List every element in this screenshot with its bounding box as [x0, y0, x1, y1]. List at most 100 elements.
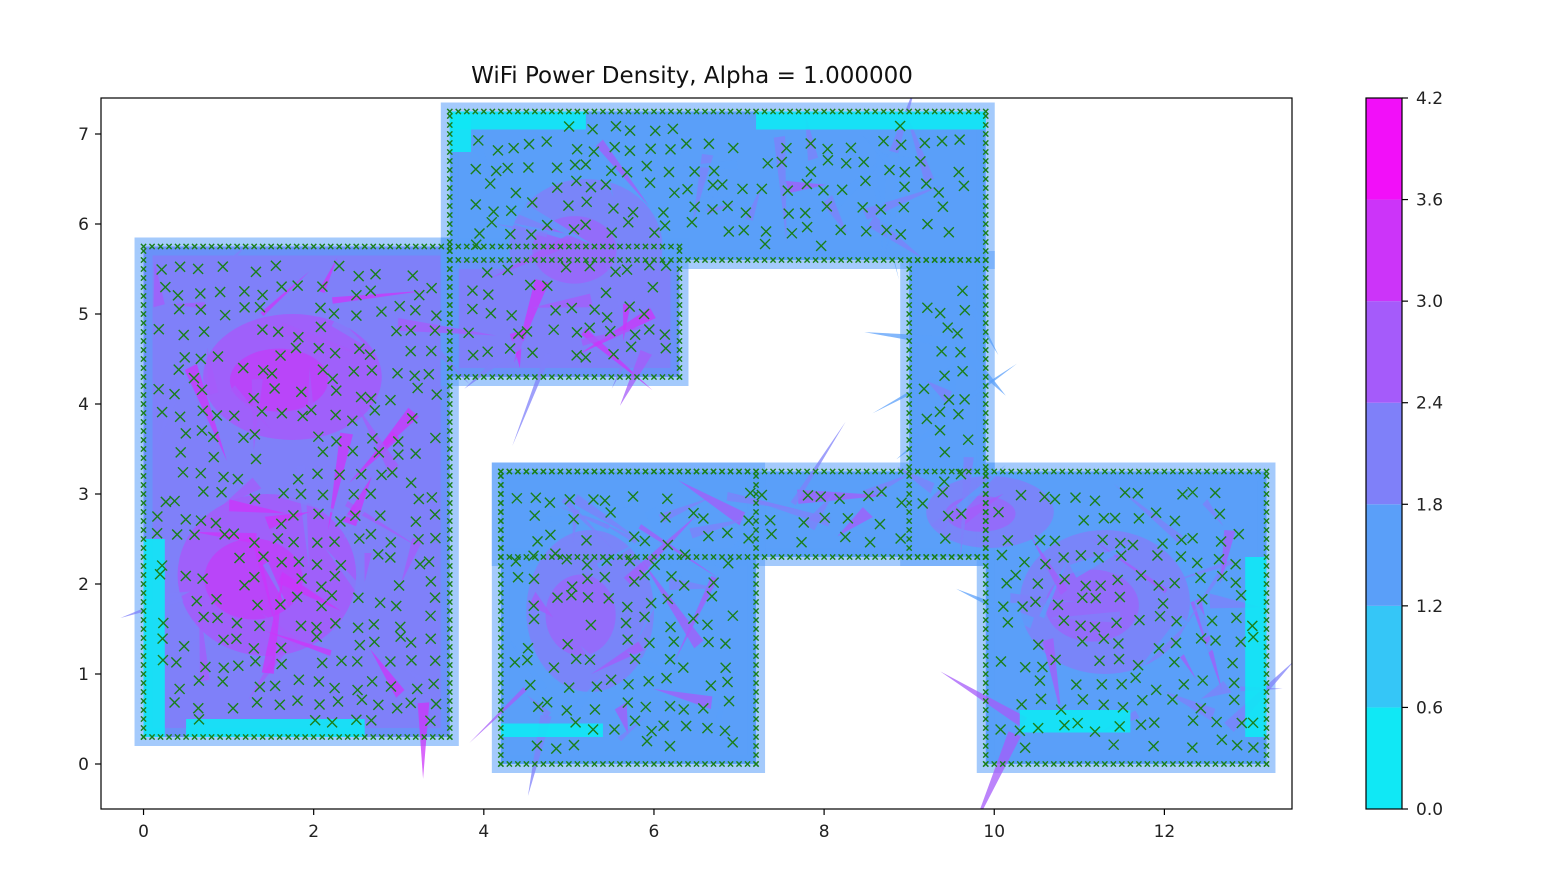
sample-marker — [937, 201, 949, 213]
sample-marker — [178, 640, 190, 652]
sample-marker — [540, 108, 547, 115]
sample-marker — [174, 733, 181, 741]
sample-marker — [906, 256, 913, 264]
sample-marker — [982, 157, 989, 165]
sample-marker — [140, 445, 147, 453]
sample-marker — [633, 108, 641, 115]
sample-marker — [706, 203, 718, 215]
sample-marker — [1229, 760, 1236, 768]
sample-marker — [291, 591, 303, 603]
sample-marker — [721, 527, 733, 539]
sample-marker — [982, 139, 989, 147]
sample-marker — [858, 156, 870, 168]
sample-marker — [897, 553, 904, 561]
sample-marker — [565, 373, 572, 381]
sample-marker — [735, 553, 743, 561]
sample-marker — [1169, 760, 1176, 768]
sample-marker — [218, 471, 230, 483]
sample-marker — [424, 715, 436, 727]
sample-marker — [140, 661, 147, 669]
sample-marker — [1032, 722, 1044, 734]
sample-marker — [580, 159, 592, 171]
sample-marker — [497, 607, 504, 615]
sample-marker — [254, 301, 266, 313]
sample-marker — [1055, 704, 1067, 716]
sample-marker — [864, 536, 876, 548]
power-streak — [596, 139, 650, 206]
sample-marker — [1014, 725, 1026, 737]
sample-marker — [1110, 468, 1117, 475]
power-streak — [581, 324, 653, 346]
sample-marker — [365, 714, 377, 726]
sample-marker — [582, 573, 593, 585]
sample-marker — [329, 536, 341, 548]
sample-marker — [982, 571, 989, 579]
sample-marker — [940, 256, 947, 264]
sample-marker — [680, 720, 692, 732]
sample-marker — [735, 108, 743, 115]
low-power-edge — [143, 539, 165, 737]
sample-marker — [497, 562, 504, 570]
sample-marker — [410, 448, 422, 460]
sample-marker — [446, 220, 453, 228]
sample-marker — [735, 256, 743, 264]
sample-marker — [1127, 539, 1139, 551]
sample-marker — [276, 733, 283, 741]
sample-marker — [599, 108, 607, 115]
sample-marker — [693, 760, 700, 768]
sample-marker — [466, 303, 478, 315]
sample-marker — [603, 592, 615, 604]
sample-marker — [140, 364, 147, 372]
sample-marker — [659, 243, 666, 250]
sample-marker — [752, 499, 760, 507]
sample-marker — [821, 468, 828, 475]
sample-marker — [995, 656, 1007, 667]
sample-marker — [1186, 742, 1198, 754]
sample-marker — [175, 446, 187, 458]
sample-marker — [918, 383, 930, 395]
sample-marker — [361, 733, 368, 741]
sample-marker — [173, 303, 185, 315]
sample-marker — [157, 654, 169, 666]
sample-marker — [982, 220, 989, 228]
sample-marker — [943, 226, 955, 238]
sample-marker — [1166, 694, 1178, 706]
sample-marker — [148, 243, 156, 250]
sample-marker — [430, 310, 442, 322]
sample-marker — [588, 146, 600, 158]
sample-marker — [335, 559, 347, 571]
sample-marker — [361, 243, 368, 250]
sample-marker — [982, 697, 989, 705]
sample-marker — [179, 351, 191, 363]
sample-marker — [1263, 616, 1270, 624]
sample-marker — [410, 516, 422, 528]
sample-marker — [425, 345, 437, 357]
sample-marker — [676, 310, 683, 318]
sample-marker — [624, 125, 636, 137]
sample-marker — [914, 108, 921, 115]
sample-marker — [982, 715, 989, 723]
sample-marker — [812, 108, 819, 115]
sample-marker — [288, 536, 300, 548]
sample-marker — [256, 324, 268, 336]
sample-marker — [999, 468, 1006, 475]
sample-marker — [676, 355, 683, 363]
sample-marker — [509, 656, 521, 668]
sample-marker — [875, 204, 887, 216]
sample-marker — [878, 135, 889, 147]
sample-marker — [565, 589, 577, 601]
sample-marker — [1203, 468, 1211, 475]
sample-marker — [365, 285, 377, 297]
sample-marker — [446, 121, 453, 129]
colorbar-level — [1366, 605, 1402, 708]
sample-marker — [390, 325, 402, 337]
sample-marker — [295, 386, 307, 398]
power-streak — [638, 262, 664, 295]
sample-marker — [889, 553, 896, 561]
sample-marker — [1187, 532, 1199, 544]
sample-marker — [348, 365, 360, 377]
sample-marker — [370, 268, 382, 280]
y-tick-label: 2 — [78, 575, 89, 595]
sample-marker — [982, 166, 989, 174]
sample-marker — [1186, 760, 1194, 768]
